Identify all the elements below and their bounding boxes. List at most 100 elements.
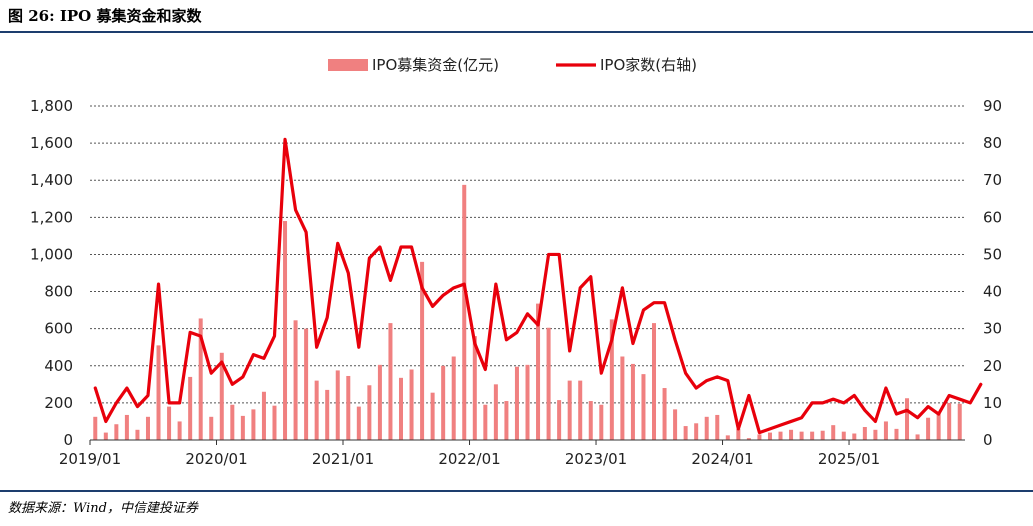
axes: 0 0 200 10 400 20 600 30 800 40 1,000 50 1,200 60 1,40… bbox=[30, 97, 1002, 468]
funds-bar bbox=[493, 384, 498, 440]
right-tick-label: 70 bbox=[983, 171, 1002, 189]
count-series-line bbox=[93, 137, 983, 435]
funds-bar bbox=[261, 391, 266, 440]
funds-bar bbox=[546, 327, 551, 440]
x-tick-label: 2025/01 bbox=[818, 450, 880, 468]
funds-bar bbox=[240, 415, 245, 440]
right-tick-label: 60 bbox=[983, 208, 1002, 226]
legend: IPO募集资金(亿元) IPO家数(右轴) bbox=[328, 56, 697, 74]
legend-bar-swatch bbox=[328, 59, 368, 71]
funds-bar bbox=[525, 364, 530, 440]
funds-bar bbox=[219, 352, 224, 440]
funds-bar bbox=[894, 428, 899, 440]
funds-bar bbox=[926, 417, 931, 440]
funds-bar bbox=[567, 380, 572, 440]
funds-bar bbox=[578, 380, 583, 440]
funds-bar bbox=[504, 401, 509, 440]
ipo-chart: 0 0 200 10 400 20 600 30 800 40 1,000 50 1,200 60 1,40… bbox=[30, 56, 1002, 468]
legend-line-label: IPO家数(右轴) bbox=[600, 56, 697, 74]
funds-bar bbox=[209, 416, 214, 440]
left-tick-label: 1,800 bbox=[30, 97, 73, 115]
funds-bar bbox=[599, 404, 604, 440]
funds-bar bbox=[145, 416, 150, 440]
funds-bar bbox=[93, 416, 98, 440]
funds-bar bbox=[114, 424, 119, 440]
funds-bar bbox=[335, 370, 340, 440]
funds-bar bbox=[283, 221, 288, 440]
left-tick-label: 400 bbox=[44, 357, 73, 375]
funds-bar bbox=[736, 428, 741, 440]
funds-bar bbox=[630, 363, 635, 440]
funds-bar bbox=[799, 431, 804, 440]
left-tick-label: 200 bbox=[44, 394, 73, 412]
funds-bar bbox=[947, 402, 952, 440]
funds-bar bbox=[514, 366, 519, 440]
funds-bar bbox=[167, 406, 172, 440]
funds-bar bbox=[388, 323, 393, 440]
funds-bar bbox=[462, 184, 467, 440]
funds-bar bbox=[409, 369, 414, 440]
funds-bar bbox=[704, 416, 709, 440]
right-tick-label: 90 bbox=[983, 97, 1002, 115]
funds-bar bbox=[103, 432, 108, 440]
funds-bar bbox=[124, 414, 129, 440]
funds-bar bbox=[251, 409, 256, 440]
funds-bar bbox=[820, 430, 825, 440]
funds-bar bbox=[767, 432, 772, 440]
funds-bar bbox=[430, 392, 435, 440]
funds-bar bbox=[831, 425, 836, 440]
left-tick-label: 0 bbox=[63, 431, 73, 449]
funds-bar bbox=[662, 388, 667, 440]
left-tick-label: 600 bbox=[44, 320, 73, 338]
funds-bar bbox=[272, 405, 277, 440]
count-line bbox=[93, 137, 983, 435]
right-tick-label: 20 bbox=[983, 357, 1002, 375]
left-tick-label: 1,200 bbox=[30, 208, 73, 226]
legend-bar-label: IPO募集资金(亿元) bbox=[372, 56, 499, 74]
x-tick-label: 2021/01 bbox=[312, 450, 374, 468]
funds-bar bbox=[841, 431, 846, 440]
funds-bar bbox=[135, 429, 140, 440]
funds-bar bbox=[915, 434, 920, 440]
funds-bar bbox=[862, 427, 867, 440]
funds-bar bbox=[483, 404, 488, 440]
funds-bar bbox=[873, 429, 878, 440]
funds-bar bbox=[883, 421, 888, 440]
funds-bar bbox=[957, 403, 962, 440]
x-tick-label: 2019/01 bbox=[59, 450, 121, 468]
funds-bar bbox=[177, 421, 182, 440]
funds-bar bbox=[778, 431, 783, 440]
right-tick-label: 10 bbox=[983, 394, 1002, 412]
right-tick-label: 40 bbox=[983, 283, 1002, 301]
source-note: 数据来源：Wind，中信建投证券 bbox=[8, 501, 198, 516]
funds-bar bbox=[725, 435, 730, 440]
funds-bar bbox=[609, 319, 614, 440]
funds-bar bbox=[683, 426, 688, 440]
funds-bar bbox=[620, 356, 625, 440]
x-tick-label: 2024/01 bbox=[691, 450, 753, 468]
left-tick-label: 1,600 bbox=[30, 134, 73, 152]
funds-bar bbox=[746, 438, 751, 440]
funds-bar bbox=[641, 374, 646, 440]
funds-bar bbox=[536, 303, 541, 440]
x-tick-label: 2022/01 bbox=[438, 450, 500, 468]
funds-bar bbox=[588, 401, 593, 440]
funds-bar bbox=[398, 377, 403, 440]
funds-bar bbox=[557, 400, 562, 440]
funds-bar bbox=[198, 318, 203, 440]
title-rule bbox=[0, 31, 1033, 33]
funds-bar bbox=[304, 328, 309, 440]
left-tick-label: 1,400 bbox=[30, 171, 73, 189]
funds-bar bbox=[293, 320, 298, 440]
funds-bar bbox=[367, 385, 372, 440]
right-tick-label: 50 bbox=[983, 245, 1002, 263]
x-tick-label: 2020/01 bbox=[185, 450, 247, 468]
funds-bar bbox=[789, 429, 794, 440]
funds-bar bbox=[441, 365, 446, 440]
funds-bar bbox=[325, 389, 330, 440]
funds-bar bbox=[230, 404, 235, 440]
right-tick-label: 0 bbox=[983, 431, 993, 449]
footer-rule bbox=[0, 490, 1033, 492]
left-tick-label: 800 bbox=[44, 283, 73, 301]
funds-bar bbox=[356, 406, 361, 440]
